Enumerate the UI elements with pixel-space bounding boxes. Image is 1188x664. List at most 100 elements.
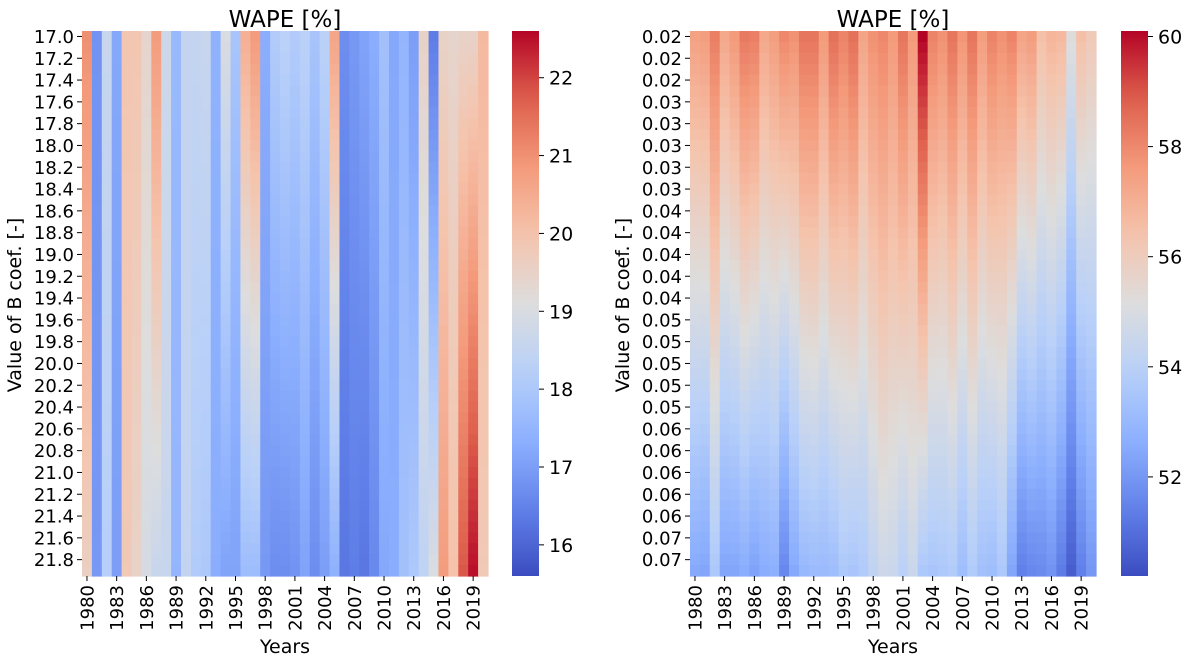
heatmap-cell — [897, 510, 909, 523]
heatmap-cell — [240, 314, 251, 326]
heatmap-cell — [240, 521, 251, 533]
heatmap-cell — [220, 412, 232, 424]
heatmap-cell — [749, 216, 760, 228]
heatmap-cell — [769, 499, 780, 512]
heatmap-cell — [977, 292, 988, 305]
heatmap-cell — [299, 52, 311, 65]
heatmap-cell — [927, 31, 939, 43]
heatmap-cell — [996, 85, 1008, 97]
heatmap-cell — [478, 434, 489, 446]
heatmap-cell — [1056, 74, 1067, 87]
heatmap-cell — [101, 31, 113, 43]
heatmap-cell — [240, 423, 251, 435]
heatmap-cell — [388, 521, 400, 533]
heatmap-cell — [1046, 477, 1057, 490]
heatmap-cell — [967, 325, 978, 337]
heatmap-cell — [299, 412, 311, 424]
heatmap-cell — [319, 401, 331, 414]
heatmap-cell — [759, 445, 770, 457]
heatmap-cell — [828, 510, 840, 523]
heatmap-cell — [200, 129, 212, 141]
heatmap-cell — [270, 565, 281, 577]
heatmap-cell — [468, 281, 479, 294]
heatmap-cell — [388, 434, 400, 446]
heatmap-cell — [448, 554, 459, 566]
heatmap-cell — [996, 96, 1008, 108]
heatmap-cell — [309, 227, 321, 239]
heatmap-cell — [141, 303, 152, 315]
heatmap-cell — [379, 259, 390, 272]
heatmap-cell — [478, 118, 489, 130]
heatmap-cell — [280, 510, 291, 523]
heatmap-cell — [1056, 259, 1067, 272]
heatmap-cell — [1046, 161, 1057, 174]
heatmap-cell — [868, 41, 879, 54]
heatmap-cell — [448, 521, 459, 533]
heatmap-cell — [349, 161, 360, 174]
heatmap-cell — [1046, 434, 1057, 446]
heatmap-cell — [699, 216, 711, 228]
heatmap-cell — [769, 467, 780, 479]
heatmap-cell — [408, 63, 420, 76]
heatmap-cell — [789, 565, 800, 577]
heatmap-cell — [967, 423, 978, 435]
heatmap-cell — [878, 63, 889, 76]
heatmap-cell — [101, 543, 113, 555]
heatmap-cell — [240, 412, 251, 424]
heatmap-cell — [868, 543, 879, 555]
heatmap-cell — [897, 227, 909, 239]
heatmap-cell — [299, 270, 311, 283]
heatmap-cell — [478, 467, 489, 479]
x-tick-label: 1983 — [107, 585, 128, 631]
heatmap-cell — [339, 249, 350, 261]
heatmap-cell — [82, 129, 93, 141]
heatmap-cell — [190, 390, 202, 403]
heatmap-cell — [289, 325, 301, 337]
heatmap-cell — [1046, 379, 1057, 392]
heatmap-cell — [101, 477, 113, 490]
heatmap-cell — [379, 532, 390, 544]
heatmap-cell — [927, 543, 939, 555]
heatmap-cell — [719, 423, 731, 435]
heatmap-cell — [220, 249, 232, 261]
heatmap-cell — [759, 150, 770, 163]
heatmap-cell — [220, 118, 232, 130]
heatmap-cell — [200, 543, 212, 555]
heatmap-cell — [779, 140, 790, 152]
heatmap-cell — [878, 314, 889, 326]
heatmap-cell — [729, 140, 741, 152]
heatmap-cell — [739, 52, 751, 65]
heatmap-cell — [388, 118, 400, 130]
heatmap-cell — [240, 456, 251, 468]
heatmap-cell — [838, 85, 850, 97]
heatmap-cell — [709, 270, 721, 283]
heatmap-cell — [1046, 565, 1057, 577]
heatmap-cell — [101, 249, 113, 261]
heatmap-cell — [1066, 379, 1077, 392]
heatmap-cell — [448, 249, 459, 261]
heatmap-cell — [141, 85, 152, 97]
heatmap-cell — [458, 281, 469, 294]
heatmap-cell — [987, 74, 998, 87]
heatmap-cell — [977, 325, 988, 337]
heatmap-cell — [749, 238, 760, 250]
heatmap-cell — [428, 194, 440, 206]
heatmap-cell — [917, 565, 929, 577]
heatmap-cell — [210, 129, 222, 141]
heatmap-cell — [91, 445, 103, 457]
heatmap-cell — [111, 423, 123, 435]
heatmap-cell — [270, 456, 281, 468]
heatmap-cell — [789, 85, 800, 97]
heatmap-cell — [917, 249, 929, 261]
heatmap-cell — [418, 488, 430, 501]
heatmap-cell — [878, 140, 889, 152]
heatmap-cell — [977, 238, 988, 250]
heatmap-cell — [359, 74, 370, 87]
heatmap-cell — [907, 161, 919, 174]
heatmap-cell — [299, 336, 311, 348]
heatmap-cell — [808, 140, 820, 152]
heatmap-cell — [917, 118, 929, 130]
heatmap-cell — [868, 118, 879, 130]
heatmap-cell — [709, 467, 721, 479]
heatmap-cell — [309, 194, 321, 206]
